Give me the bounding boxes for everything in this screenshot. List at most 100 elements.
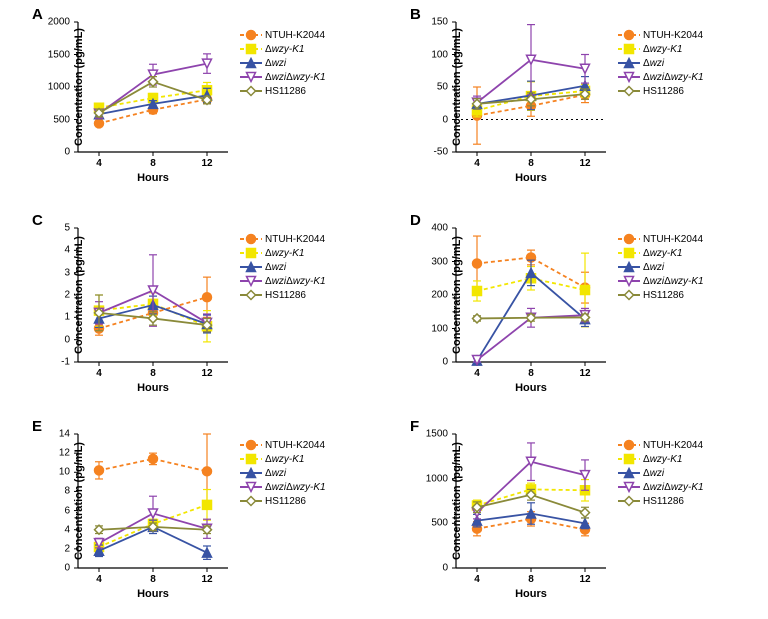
- legend: NTUH-K2044Δwzy-K1ΔwziΔwziΔwzy-K1HS11286: [618, 28, 704, 98]
- x-tick-label: 4: [96, 368, 102, 379]
- legend-label: ΔwziΔwzy-K1: [643, 276, 704, 287]
- x-axis-label: Hours: [137, 588, 169, 600]
- x-tick-label: 8: [150, 574, 156, 585]
- panel-label-A: A: [32, 6, 43, 23]
- legend-item-hs: HS11286: [240, 288, 326, 302]
- legend-item-hs: HS11286: [618, 288, 704, 302]
- legend-label: Δwzy-K1: [265, 44, 304, 55]
- y-tick-label: 3: [64, 267, 70, 278]
- x-tick-label: 4: [96, 158, 102, 169]
- x-axis-label: Hours: [137, 172, 169, 184]
- y-tick-label: 1000: [426, 473, 448, 484]
- x-axis-label: Hours: [515, 382, 547, 394]
- y-tick-label: 100: [431, 323, 448, 334]
- legend-item-hs: HS11286: [240, 84, 326, 98]
- legend-item-hs: HS11286: [618, 494, 704, 508]
- legend-label: Δwzy-K1: [265, 454, 304, 465]
- legend-item-ntuh: NTUH-K2044: [618, 438, 704, 452]
- legend-label: Δwzi: [265, 262, 286, 273]
- x-tick-label: 8: [528, 574, 534, 585]
- legend-item-hs: HS11286: [240, 494, 326, 508]
- y-axis-label: Concentration (pg/mL): [451, 442, 463, 560]
- y-tick-label: 4: [64, 524, 70, 535]
- x-tick-label: 4: [96, 574, 102, 585]
- y-axis-label: Concentration (pg/mL): [451, 28, 463, 146]
- legend-label: Δwzy-K1: [643, 454, 682, 465]
- plot-area: [456, 228, 606, 362]
- y-tick-label: 0: [442, 563, 448, 574]
- legend-label: ΔwziΔwzy-K1: [265, 276, 326, 287]
- legend-item-ntuh: NTUH-K2044: [618, 232, 704, 246]
- legend-label: NTUH-K2044: [265, 440, 325, 451]
- y-tick-label: 150: [431, 17, 448, 28]
- y-tick-label: 4: [64, 245, 70, 256]
- x-tick-label: 8: [150, 368, 156, 379]
- legend-item-wziwzy: ΔwziΔwzy-K1: [240, 274, 326, 288]
- legend-label: HS11286: [643, 290, 684, 301]
- y-tick-label: 1500: [48, 49, 70, 60]
- y-tick-label: 500: [431, 518, 448, 529]
- plot-area: [78, 22, 228, 152]
- legend-label: HS11286: [265, 496, 306, 507]
- y-tick-label: 50: [437, 82, 448, 93]
- x-tick-label: 12: [579, 158, 590, 169]
- legend-label: Δwzi: [643, 58, 664, 69]
- series-wzi: [473, 503, 590, 529]
- x-tick-label: 12: [579, 368, 590, 379]
- y-axis-label: Concentration (pg/mL): [73, 236, 85, 354]
- legend-label: ΔwziΔwzy-K1: [265, 72, 326, 83]
- legend: NTUH-K2044 Δwzy-K1 Δwzi ΔwziΔwzy-K1 HS11286: [618, 438, 704, 508]
- y-tick-label: 6: [64, 505, 70, 516]
- y-tick-label: 400: [431, 223, 448, 234]
- y-tick-label: 14: [59, 429, 70, 440]
- legend-item-wziwzy: ΔwziΔwzy-K1: [618, 480, 704, 494]
- y-tick-label: 0: [64, 334, 70, 345]
- legend-label: Δwzy-K1: [265, 248, 304, 259]
- x-tick-label: 4: [474, 368, 480, 379]
- y-axis-label: Concentration (pg/mL): [73, 442, 85, 560]
- series-hs: [473, 313, 590, 323]
- panel-label-F: F: [410, 418, 419, 435]
- y-tick-label: 12: [59, 448, 70, 459]
- y-tick-label: 5: [64, 223, 70, 234]
- y-tick-label: 8: [64, 486, 70, 497]
- legend: NTUH-K2044Δwzy-K1ΔwziΔwziΔwzy-K1HS11286: [240, 28, 326, 98]
- plot-area: [456, 22, 606, 152]
- x-tick-label: 8: [528, 158, 534, 169]
- y-tick-label: 0: [442, 114, 448, 125]
- legend-item-wzyK1: Δwzy-K1: [618, 452, 704, 466]
- x-axis-label: Hours: [515, 172, 547, 184]
- y-tick-label: 0: [442, 357, 448, 368]
- x-tick-label: 8: [150, 158, 156, 169]
- legend-label: ΔwziΔwzy-K1: [265, 482, 326, 493]
- x-tick-label: 12: [579, 574, 590, 585]
- y-tick-label: 100: [431, 49, 448, 60]
- legend-label: HS11286: [265, 86, 306, 97]
- panel-label-E: E: [32, 418, 42, 435]
- legend-item-wzyK1: Δwzy-K1: [240, 42, 326, 56]
- legend-item-wzi: Δwzi: [618, 260, 704, 274]
- legend-label: ΔwziΔwzy-K1: [643, 482, 704, 493]
- legend-label: HS11286: [643, 496, 684, 507]
- legend-label: Δwzi: [643, 468, 664, 479]
- y-tick-label: -50: [434, 147, 448, 158]
- legend-item-wziwzy: ΔwziΔwzy-K1: [240, 70, 326, 84]
- legend: NTUH-K2044 Δwzy-K1 Δwzi ΔwziΔwzy-K1 HS11286: [240, 438, 326, 508]
- legend-item-wzyK1: Δwzy-K1: [240, 452, 326, 466]
- y-tick-label: 10: [59, 467, 70, 478]
- legend-item-wziwzy: ΔwziΔwzy-K1: [618, 70, 704, 84]
- y-tick-label: 2000: [48, 17, 70, 28]
- panel-label-D: D: [410, 212, 421, 229]
- y-tick-label: 1500: [426, 429, 448, 440]
- legend-label: NTUH-K2044: [643, 234, 703, 245]
- legend-item-ntuh: NTUH-K2044: [240, 28, 326, 42]
- y-tick-label: 2: [64, 290, 70, 301]
- x-tick-label: 8: [528, 368, 534, 379]
- x-axis-label: Hours: [137, 382, 169, 394]
- legend-item-wzi: Δwzi: [240, 466, 326, 480]
- legend-item-wzyK1: Δwzy-K1: [240, 246, 326, 260]
- legend-label: Δwzi: [265, 468, 286, 479]
- legend-item-wziwzy: ΔwziΔwzy-K1: [240, 480, 326, 494]
- panel-label-B: B: [410, 6, 421, 23]
- legend-label: ΔwziΔwzy-K1: [643, 72, 704, 83]
